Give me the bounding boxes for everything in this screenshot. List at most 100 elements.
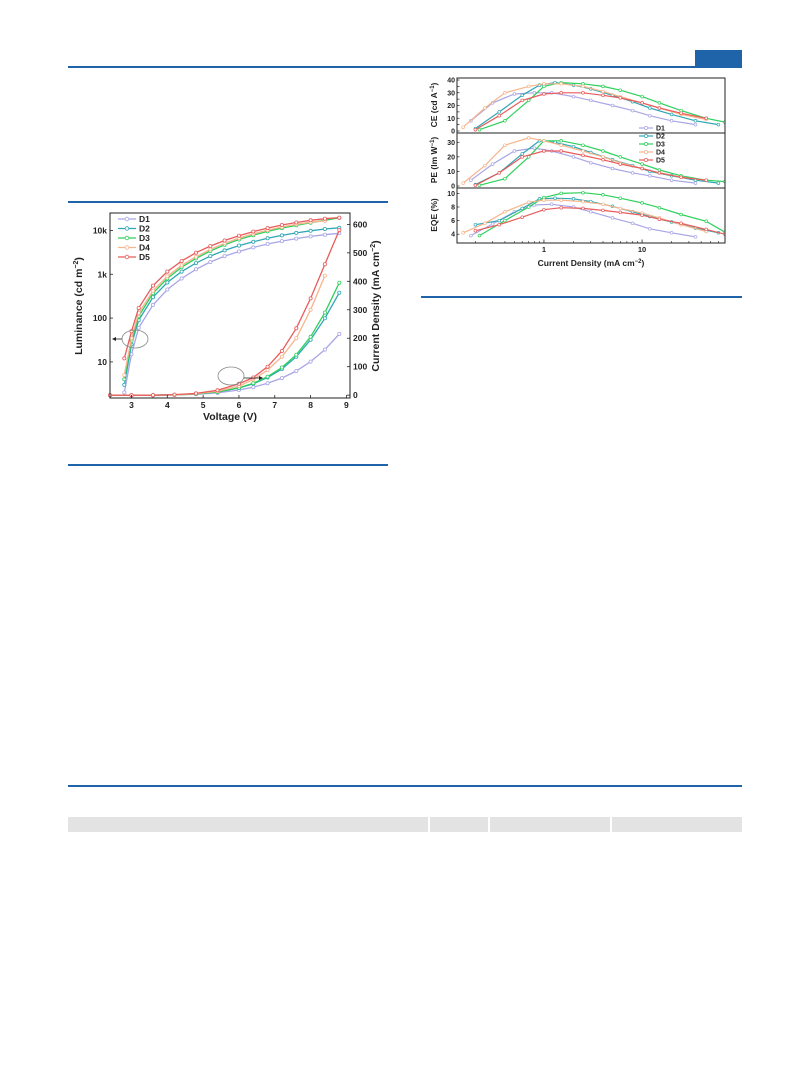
- y-right-tick-label: 400: [353, 276, 367, 286]
- point-d5: [542, 207, 546, 212]
- point-d3: [503, 119, 507, 123]
- luminance-point-d2: [194, 261, 199, 266]
- luminance-point-d5: [222, 238, 227, 243]
- luminance-point-d4: [165, 274, 170, 279]
- left-axis-arrow-icon: [112, 337, 116, 341]
- luminance-point-d1: [165, 287, 170, 292]
- legend-marker: [124, 226, 130, 231]
- luminance-point-d1: [308, 234, 313, 239]
- luminance-point-d1: [236, 249, 241, 254]
- point-d4: [618, 206, 623, 211]
- point-d3: [477, 127, 482, 132]
- point-d5: [473, 229, 478, 233]
- point-d1: [610, 216, 615, 220]
- current-point-d5: [337, 228, 342, 233]
- y-tick-label: 0: [451, 129, 455, 136]
- point-d1: [693, 235, 698, 239]
- point-d4: [542, 198, 546, 202]
- line-d5: [475, 92, 707, 131]
- point-d3: [640, 201, 644, 205]
- point-d1: [532, 91, 537, 95]
- luminance-point-d2: [165, 280, 170, 285]
- point-d3: [601, 193, 605, 197]
- point-d3: [618, 196, 623, 200]
- legend-label-d2: D2: [139, 224, 150, 234]
- legend-marker: [124, 216, 130, 222]
- luminance-point-d2: [322, 226, 327, 231]
- luminance-point-d5: [337, 215, 342, 220]
- current-line-d5: [110, 229, 340, 396]
- series-d2: [473, 139, 721, 187]
- x-tick-label: 9: [344, 400, 349, 410]
- point-d3: [526, 205, 531, 209]
- current-point-d5: [265, 364, 270, 369]
- y-tick-label: 20: [447, 103, 455, 110]
- current-point-d4: [279, 354, 284, 359]
- point-d2: [497, 218, 501, 223]
- current-point-d3: [294, 352, 299, 357]
- point-d4: [526, 84, 531, 89]
- point-d1: [630, 221, 635, 226]
- legend-label-d2: D2: [656, 134, 665, 141]
- point-d5: [520, 98, 524, 103]
- figure-left-bottom-rule: [68, 464, 388, 466]
- luminance-point-d1: [251, 245, 256, 250]
- point-d1: [571, 94, 576, 99]
- luminance-point-d2: [122, 382, 127, 387]
- current-point-d5: [308, 296, 313, 301]
- point-d5: [618, 162, 623, 166]
- series-current-d4: [108, 273, 327, 398]
- point-d5: [704, 178, 708, 182]
- point-d5: [640, 166, 644, 171]
- legend-label-d3: D3: [656, 142, 665, 149]
- luminance-point-d4: [194, 254, 199, 259]
- table-top-rule: [68, 785, 742, 787]
- point-d3: [618, 88, 623, 92]
- luminance-point-d2: [151, 295, 156, 300]
- luminance-point-d2: [222, 248, 227, 253]
- luminance-point-d1: [151, 302, 156, 307]
- figure-right-bottom-rule: [421, 296, 742, 298]
- luminance-point-d2: [294, 230, 299, 235]
- point-d3: [640, 162, 644, 166]
- point-d4: [581, 84, 585, 89]
- current-point-d4: [322, 273, 327, 278]
- point-d3: [679, 212, 683, 217]
- point-d2: [571, 197, 576, 201]
- point-d1: [512, 149, 517, 153]
- luminance-point-d1: [122, 390, 127, 395]
- point-d5: [679, 221, 683, 226]
- luminance-point-d2: [308, 228, 313, 233]
- y-tick-label: 8: [451, 205, 455, 212]
- current-point-d4: [294, 336, 299, 341]
- point-d1: [630, 108, 635, 113]
- y-right-tick-label: 0: [353, 390, 358, 400]
- point-d4: [601, 202, 605, 207]
- luminance-point-d5: [294, 220, 299, 225]
- current-point-d3: [337, 280, 342, 285]
- point-d4: [461, 125, 465, 129]
- table-header-bar: [68, 817, 742, 832]
- series-d4: [461, 198, 708, 235]
- panel-2-series: [461, 190, 725, 239]
- point-d3: [581, 143, 585, 147]
- current-point-d5: [194, 391, 199, 396]
- luminance-line-d3: [123, 217, 340, 380]
- luminance-point-d1: [279, 239, 284, 244]
- luminance-point-d5: [236, 233, 241, 238]
- point-d1: [610, 166, 615, 171]
- point-d3: [640, 94, 644, 99]
- point-d3: [704, 219, 708, 224]
- luminance-point-d1: [265, 242, 270, 247]
- luminance-point-d1: [322, 232, 327, 237]
- panel-eqe-label: EQE (%): [429, 198, 439, 232]
- current-point-d5: [279, 348, 284, 353]
- point-d5: [704, 227, 708, 232]
- line-d3: [479, 192, 725, 237]
- y-right-tick-label: 500: [353, 248, 367, 258]
- point-d1: [490, 162, 495, 166]
- point-d4: [542, 139, 546, 143]
- y-left-tick-label: 1k: [98, 269, 108, 279]
- luminance-point-d1: [194, 267, 199, 272]
- current-point-d1: [294, 368, 299, 373]
